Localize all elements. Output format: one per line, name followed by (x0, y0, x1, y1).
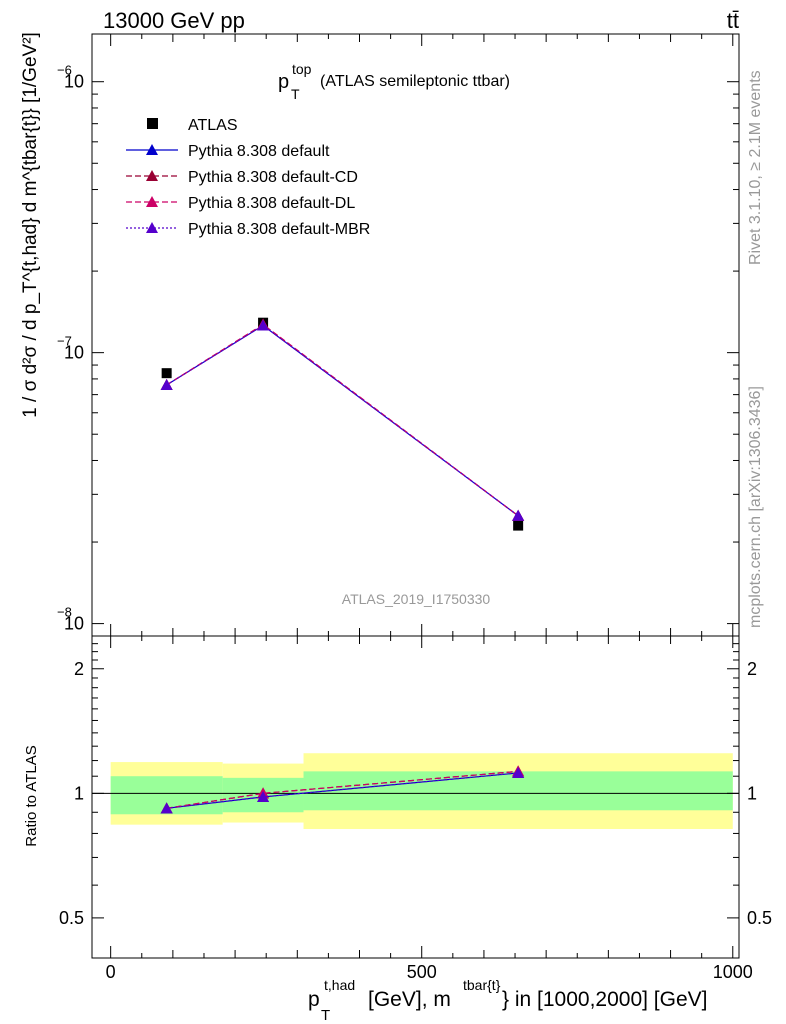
main-title: p top T (ATLAS semileptonic ttbar) (278, 61, 510, 102)
main-point-4-2 (512, 509, 525, 521)
ratio-point-3-1 (257, 790, 270, 802)
mcplots-label: mcplots.cern.ch [arXiv:1306.3436] (747, 386, 764, 628)
atlas-point-0 (161, 368, 172, 379)
main-y-tick-label-2: 10 (64, 614, 84, 634)
main-line-3 (166, 323, 519, 517)
ratio-x-tick-label-0: 0 (106, 962, 116, 982)
ratio-series (160, 765, 525, 814)
ratio-y-tick-label-right-1: 1 (747, 783, 757, 803)
main-line-1 (166, 324, 519, 517)
legend-label-2: Pythia 8.308 default-CD (188, 169, 358, 186)
legend-marker-3 (146, 196, 158, 207)
ratio-plot-frame (91, 635, 740, 959)
legend-marker-0 (147, 118, 158, 129)
uncertainty-bands (110, 753, 733, 829)
legend-marker-4 (146, 222, 158, 233)
ratio-y-tick-label-left-2: 0.5 (59, 908, 84, 928)
ratio-line-2 (166, 770, 519, 809)
header-left: 13000 GeV pp (103, 8, 245, 33)
ratio-y-tick-label-right-2: 0.5 (747, 908, 772, 928)
header-right: tt̄ (727, 8, 739, 33)
x-label-sub: T (321, 1007, 330, 1024)
main-y-axis-label: 1 / σ d²σ / d p_T^{t,had} d m^{tbar{t}} … (20, 32, 41, 418)
main-title-sub: T (291, 86, 300, 102)
main-y-tick-label-1: 10 (64, 343, 84, 363)
main-title-rest: (ATLAS semileptonic ttbar) (320, 73, 510, 90)
main-title-sup: top (292, 61, 312, 77)
legend-label-0: ATLAS (188, 117, 238, 134)
legend: ATLAS Pythia 8.308 default Pythia 8.308 de… (126, 117, 370, 238)
legend-label-1: Pythia 8.308 default (188, 143, 330, 160)
ratio-y-axis-label: Ratio to ATLAS (23, 745, 40, 846)
ratio-x-tick-label-2: 1000 (713, 962, 753, 982)
analysis-watermark: ATLAS_2019_I1750330 (342, 591, 491, 607)
atlas-point-2 (513, 520, 524, 531)
x-label-sup2: tbar{t} (463, 977, 501, 993)
main-title-p: p (278, 71, 289, 93)
main-y-tick-exp-2: −8 (57, 605, 72, 620)
main-y-tick-label-0: 10 (64, 72, 84, 92)
legend-marker-1 (146, 144, 158, 155)
main-point-4-1 (257, 319, 270, 331)
legend-label-4: Pythia 8.308 default-MBR (188, 221, 370, 238)
ratio-point-3-2 (512, 766, 525, 778)
main-y-tick-exp-1: −7 (57, 334, 72, 349)
legend-label-3: Pythia 8.308 default-DL (188, 195, 355, 212)
x-label-p: p (308, 988, 320, 1011)
main-series (160, 317, 525, 531)
ratio-y-tick-label-left-0: 2 (74, 659, 84, 679)
x-label-end: } in [1000,2000] [GeV] (502, 988, 708, 1011)
x-label-mid: [GeV], m (368, 988, 451, 1011)
ratio-y-tick-label-right-0: 2 (747, 659, 757, 679)
main-line-4 (166, 324, 519, 517)
rivet-version-label: Rivet 3.1.10, ≥ 2.1M events (747, 70, 764, 265)
ratio-x-tick-label-1: 500 (407, 962, 437, 982)
ratio-y-tick-label-left-1: 1 (74, 783, 84, 803)
plot-frames (91, 33, 740, 959)
x-axis-label: p T t,had [GeV], m tbar{t} } in [1000,20… (308, 977, 708, 1024)
x-label-sup1: t,had (324, 977, 355, 993)
ratio-point-3-0 (160, 802, 173, 814)
main-line-2 (166, 323, 519, 517)
legend-marker-2 (146, 170, 158, 181)
main-y-tick-exp-0: −6 (57, 63, 72, 78)
main-point-4-0 (160, 378, 173, 390)
